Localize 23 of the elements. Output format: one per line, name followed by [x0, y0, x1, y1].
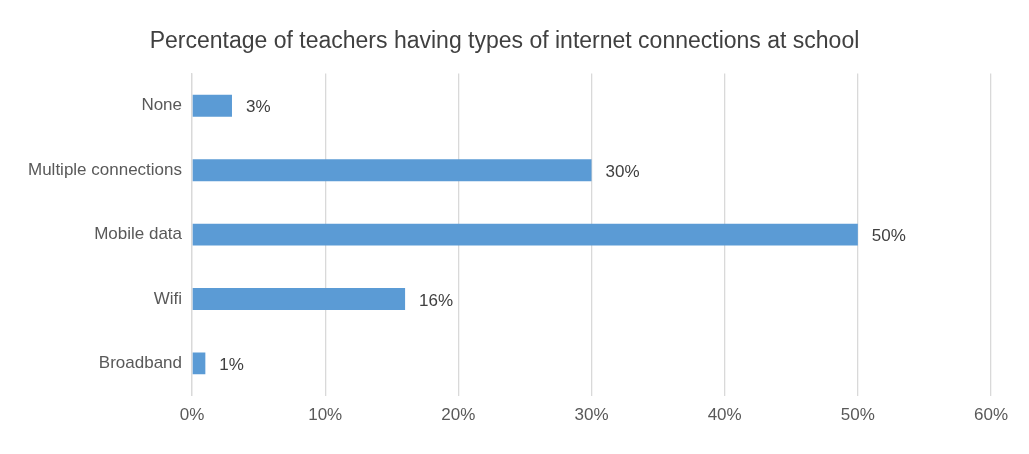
- x-tick-label: 40%: [707, 405, 742, 425]
- x-tick-label: 10%: [308, 405, 343, 425]
- y-tick-label: Mobile data: [94, 224, 183, 244]
- x-tick-label: 50%: [840, 405, 875, 425]
- x-tick-label: 60%: [973, 405, 1009, 425]
- bar: [192, 223, 858, 246]
- chart-title: Percentage of teachers having types of internet connections at school: [149, 27, 860, 54]
- bar: [192, 352, 206, 375]
- y-tick-label: None: [141, 95, 183, 115]
- data-label: 30%: [605, 161, 640, 181]
- bar: [192, 288, 406, 310]
- data-label: 16%: [419, 290, 454, 310]
- y-tick-label: Multiple connections: [28, 159, 183, 179]
- data-label: 50%: [871, 226, 906, 246]
- y-tick-label: Broadband: [98, 353, 183, 373]
- bar: [192, 94, 232, 117]
- bar: [192, 159, 592, 182]
- x-tick-label: 0%: [179, 405, 205, 425]
- x-tick-label: 30%: [574, 405, 609, 425]
- data-label: 3%: [245, 97, 271, 117]
- x-tick-label: 20%: [441, 405, 476, 425]
- data-label: 1%: [219, 355, 244, 375]
- y-tick-label: Wifi: [153, 288, 183, 308]
